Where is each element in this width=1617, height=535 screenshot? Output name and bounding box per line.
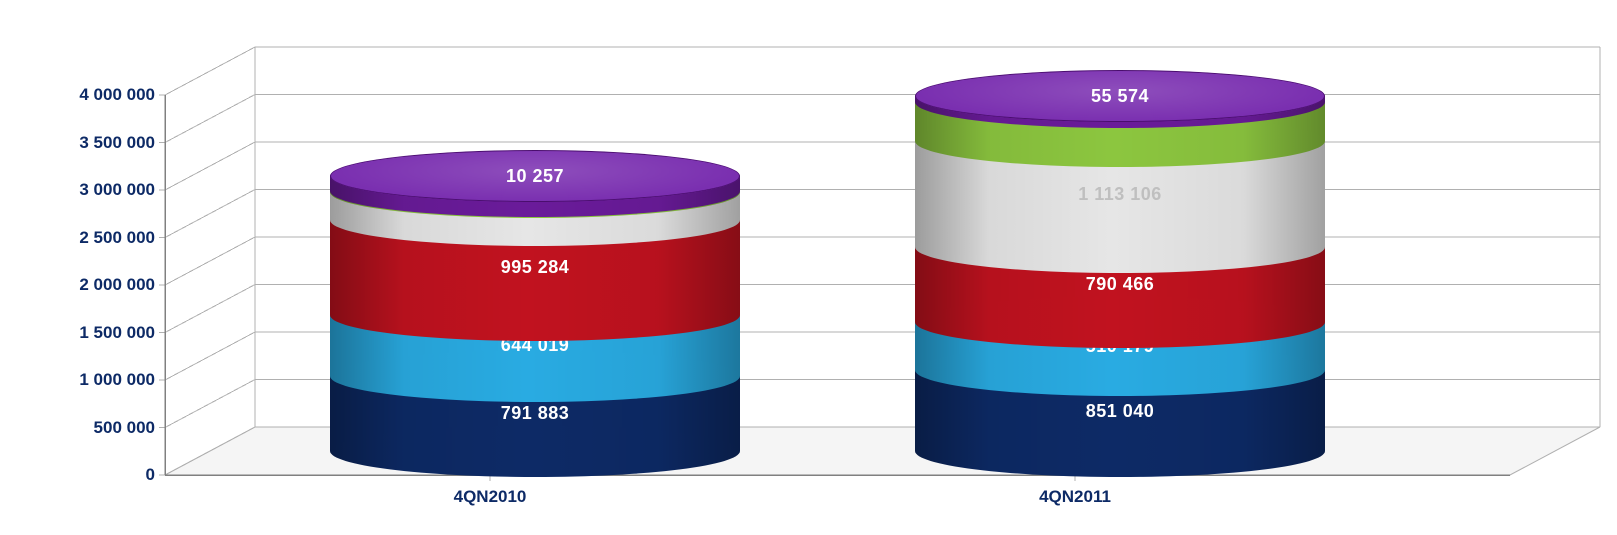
cyl-segment-bottom-ellipse <box>915 425 1325 477</box>
cyl-segment-bottom-ellipse <box>330 350 740 402</box>
y-tick-label: 1 000 000 <box>35 370 155 390</box>
stacked-cylinder-chart: 0 500 000 1 000 000 1 500 000 2 000 000 2 500… <box>0 0 1617 535</box>
y-tick-label: 3 500 000 <box>35 133 155 153</box>
cyl-top-cap <box>915 70 1325 122</box>
y-tick-label: 500 000 <box>35 418 155 438</box>
y-tick-label: 2 000 000 <box>35 275 155 295</box>
y-tick-label: 3 000 000 <box>35 180 155 200</box>
y-tick-label: 1 500 000 <box>35 323 155 343</box>
x-category-label: 4QN2011 <box>1039 487 1111 507</box>
x-category-label: 4QN2010 <box>454 487 527 507</box>
y-tick-label: 2 500 000 <box>35 228 155 248</box>
chart-grid <box>0 0 1617 535</box>
cyl-segment-bottom-ellipse <box>915 296 1325 348</box>
cylinder-stack: 851 040510 179790 4661 113 106413 46555 … <box>915 0 1325 535</box>
y-tick-label: 4 000 000 <box>35 85 155 105</box>
cyl-segment-bottom-ellipse <box>915 221 1325 273</box>
cyl-segment-bottom-ellipse <box>915 344 1325 396</box>
cylinder-stack: 791 883644 019995 284298 86810 25710 257 <box>330 0 740 535</box>
cyl-segment-bottom-ellipse <box>330 425 740 477</box>
y-tick-label: 0 <box>35 465 155 485</box>
cyl-segment-bottom-ellipse <box>330 289 740 341</box>
